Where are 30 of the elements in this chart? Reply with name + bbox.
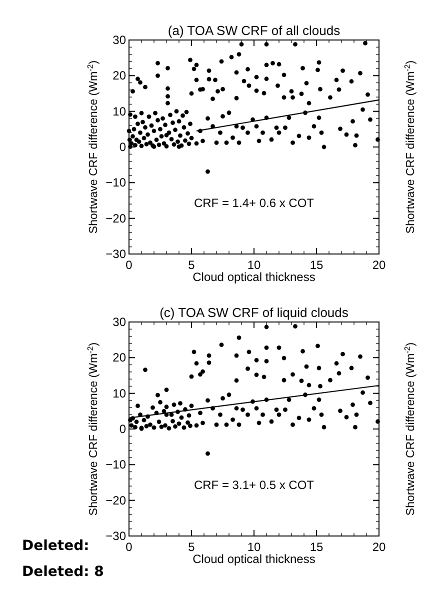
y-tick-label: −20 [106,211,126,226]
x-axis-title: Cloud optical thickness [192,552,316,566]
y-tick-label: −10 [106,458,126,472]
text: Deleted: [22,538,90,554]
y-tick-label: 0 [119,422,126,436]
y-tick-label: 20 [112,350,126,365]
x-tick-label: 20 [372,258,386,272]
y-tick-label: −30 [106,529,126,543]
chart-title: (a) TOA SW CRF of all clouds [168,23,341,38]
y-tick-label: 10 [112,386,126,400]
x-tick-label: 5 [188,258,196,272]
y-tick-label: 30 [112,33,126,47]
y-tick-label: 30 [112,315,126,329]
x-axis-title: Cloud optical thickness [192,270,316,284]
x-tick-label: 15 [310,540,324,554]
x-tick-label: 20 [372,540,386,554]
x-tick-label: 10 [247,258,261,272]
y-tick-label: 0 [119,140,126,154]
y-tick-label: 10 [112,104,126,118]
annotation: CRF = 3.1+ 0.5 x COT [194,478,315,492]
x-tick-label: 10 [247,540,261,554]
text: Deleted: 8 [22,564,104,580]
y-tick-label: −10 [106,176,126,190]
x-tick-label: 15 [310,258,324,272]
y-tick-label: 20 [112,68,126,83]
y-tick-label: −20 [106,493,126,508]
annotation: CRF = 1.4+ 0.6 x COT [194,196,315,210]
x-tick-label: 5 [188,540,196,554]
y-tick-label: −30 [106,247,126,261]
chart-title: (c) TOA SW CRF of liquid clouds [160,305,349,320]
